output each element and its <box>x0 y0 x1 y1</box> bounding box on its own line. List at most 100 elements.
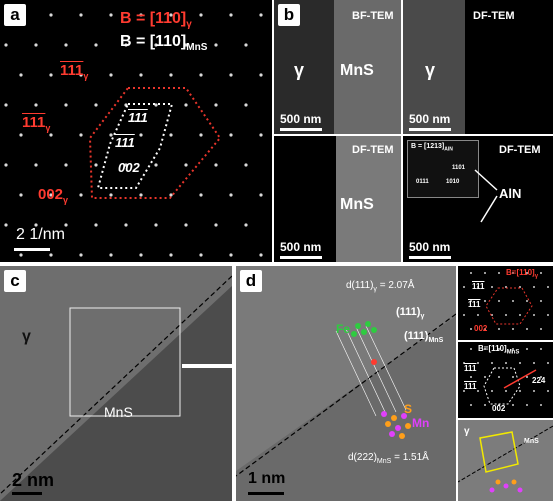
diffraction-spot <box>4 223 8 227</box>
mns-bright-region <box>336 136 401 262</box>
diffraction-spot <box>139 13 143 17</box>
inner-label-3: 002 <box>118 160 140 175</box>
interface-point <box>371 359 377 365</box>
diffraction-spot <box>64 43 68 47</box>
diffraction-spot <box>244 223 248 227</box>
diffraction-spot <box>169 253 173 257</box>
inset-spot-1: 111 <box>472 282 485 291</box>
diffraction-spot <box>244 43 248 47</box>
scale-bar <box>248 492 284 495</box>
diffraction-spot <box>199 253 203 257</box>
diffraction-spot <box>229 73 233 77</box>
diffraction-spot <box>4 43 8 47</box>
inset-spot-3: 1010 <box>446 179 460 185</box>
diffraction-spot <box>64 103 68 107</box>
diffraction-spot <box>526 376 528 378</box>
gamma-label: γ <box>464 426 470 437</box>
panel-b-df-tem-3: B = [1213]AlN 1101 0111 1010 DF-TEM AlN … <box>403 136 553 262</box>
diffraction-spot <box>94 223 98 227</box>
panel-a-diffraction: a B = [110]γ B = [110]MnS 111γ 111γ 002γ… <box>0 0 272 262</box>
df-title: DF-TEM <box>352 144 394 156</box>
diffraction-spot <box>484 348 486 350</box>
diffraction-spot <box>463 314 465 316</box>
diffraction-spot <box>64 163 68 167</box>
mns-label: MnS <box>340 62 374 79</box>
inset-spot-2: 111 <box>468 300 481 309</box>
diffraction-spot <box>79 133 83 137</box>
scale-label: 500 nm <box>409 240 451 254</box>
diffraction-spot <box>540 300 542 302</box>
mns-label: MnS <box>104 404 133 420</box>
scale-bar <box>280 256 322 259</box>
diffraction-spot <box>184 103 188 107</box>
diffraction-spot <box>470 376 472 378</box>
diffraction-spot <box>477 314 479 316</box>
diffraction-spot <box>124 223 128 227</box>
mns-label: MnS <box>524 438 539 445</box>
diffraction-spot <box>512 300 514 302</box>
diffraction-spot <box>169 133 173 137</box>
diffraction-spot <box>19 73 23 77</box>
mn-label: Mn <box>412 416 430 430</box>
diffraction-spot <box>244 103 248 107</box>
diffraction-spot <box>547 314 549 316</box>
diffraction-spot <box>519 390 521 392</box>
diffraction-spot <box>109 193 113 197</box>
diffraction-spot <box>49 73 53 77</box>
gamma-label: γ <box>425 60 436 80</box>
diffraction-spot <box>477 362 479 364</box>
diffraction-spot <box>526 348 528 350</box>
diffraction-spot <box>109 73 113 77</box>
diffraction-spot <box>154 163 158 167</box>
diffraction-spot <box>229 253 233 257</box>
diffraction-spot <box>154 103 158 107</box>
diffraction-spot <box>477 390 479 392</box>
gamma-hexagon <box>88 87 222 199</box>
diffraction-spot <box>19 193 23 197</box>
fe-atoms <box>351 321 377 337</box>
diffraction-spot <box>214 163 218 167</box>
diffraction-spot <box>214 103 218 107</box>
diffraction-spot <box>512 404 514 406</box>
diffraction-spot <box>34 163 38 167</box>
diffraction-spot <box>540 376 542 378</box>
aln-label: AlN <box>499 186 522 201</box>
diffraction-spot <box>484 404 486 406</box>
d-gamma-spacing: d(111)γ = 2.07Å <box>346 280 415 293</box>
diffraction-spot <box>199 193 203 197</box>
panel-label: b <box>278 4 300 26</box>
diffraction-spot <box>139 133 143 137</box>
d-mns-spacing: d(222)MnS = 1.51Å <box>348 452 429 465</box>
scale-label: 500 nm <box>409 112 451 126</box>
scale-bar <box>14 248 50 251</box>
diffraction-spot <box>49 133 53 137</box>
diffraction-spot <box>139 73 143 77</box>
inset-spot-2: 0111 <box>416 179 429 185</box>
diffraction-spot <box>533 286 535 288</box>
diffraction-spot <box>463 390 465 392</box>
diffraction-spot <box>533 390 535 392</box>
inset-interface-model: γ MnS <box>458 420 553 501</box>
diffraction-spot <box>94 163 98 167</box>
diffraction-spot <box>79 13 83 17</box>
diffraction-spot <box>491 390 493 392</box>
diffraction-spot <box>470 300 472 302</box>
diffraction-spot <box>64 223 68 227</box>
diffraction-spot <box>491 362 493 364</box>
diffraction-spot <box>491 314 493 316</box>
diffraction-spot <box>259 253 263 257</box>
inset-saed-mns: B=[110]MnS 111 111 002 224 <box>458 342 553 418</box>
scale-label: 2 nm <box>12 470 55 490</box>
diffraction-spot <box>470 328 472 330</box>
diffraction-spot <box>79 193 83 197</box>
diffraction-spot <box>498 376 500 378</box>
inset-spot-3: 002 <box>492 404 506 413</box>
diffraction-spot <box>547 390 549 392</box>
inset-spot-1: 111 <box>464 364 477 373</box>
inset-spot-2: 111 <box>464 382 477 391</box>
diffraction-spot <box>505 362 507 364</box>
diffraction-spot <box>547 286 549 288</box>
diffraction-spot <box>199 13 203 17</box>
mns-atoms <box>381 411 411 439</box>
mns-label: MnS <box>340 196 374 213</box>
